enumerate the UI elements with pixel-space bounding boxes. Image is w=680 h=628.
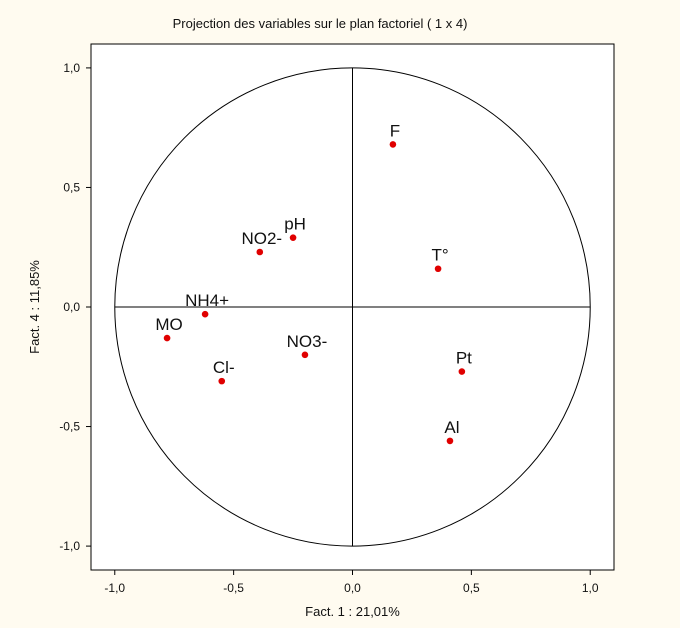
data-point-label: NH4+ bbox=[185, 291, 229, 310]
data-point bbox=[256, 248, 264, 256]
y-tick-label: -0,5 bbox=[59, 420, 80, 434]
x-tick-label: -0,5 bbox=[223, 581, 244, 595]
y-tick-label: 1,0 bbox=[63, 61, 80, 75]
data-point bbox=[163, 334, 171, 342]
data-point bbox=[446, 437, 454, 445]
y-axis-label: Fact. 4 : 11,85% bbox=[27, 260, 42, 354]
data-point bbox=[301, 351, 309, 359]
x-tick-label: -1,0 bbox=[104, 581, 125, 595]
x-tick-label: 0,0 bbox=[344, 581, 361, 595]
x-axis-label: Fact. 1 : 21,01% bbox=[305, 604, 400, 619]
data-point bbox=[289, 234, 297, 241]
data-point-label: MO bbox=[155, 315, 182, 334]
data-point bbox=[218, 377, 226, 385]
x-tick-label: 0,5 bbox=[463, 581, 480, 595]
data-point bbox=[201, 310, 209, 318]
x-tick-label: 1,0 bbox=[582, 581, 599, 595]
y-tick-label: -1,0 bbox=[59, 539, 80, 553]
data-point-label: Cl- bbox=[213, 358, 235, 377]
data-point-label: pH bbox=[284, 215, 306, 234]
y-tick-label: 0,5 bbox=[63, 180, 80, 194]
data-point-label: NO2- bbox=[241, 229, 282, 248]
data-point-label: T° bbox=[431, 246, 448, 265]
data-point-label: NO3- bbox=[287, 332, 328, 351]
chart-title: Projection des variables sur le plan fac… bbox=[173, 16, 468, 31]
data-point-label: F bbox=[390, 121, 400, 140]
data-point bbox=[434, 265, 442, 273]
y-tick-label: 0,0 bbox=[63, 300, 80, 314]
data-point bbox=[389, 141, 397, 148]
data-point bbox=[458, 368, 466, 375]
data-point-label: Pt bbox=[456, 349, 472, 368]
data-point-label: Al bbox=[444, 418, 459, 437]
